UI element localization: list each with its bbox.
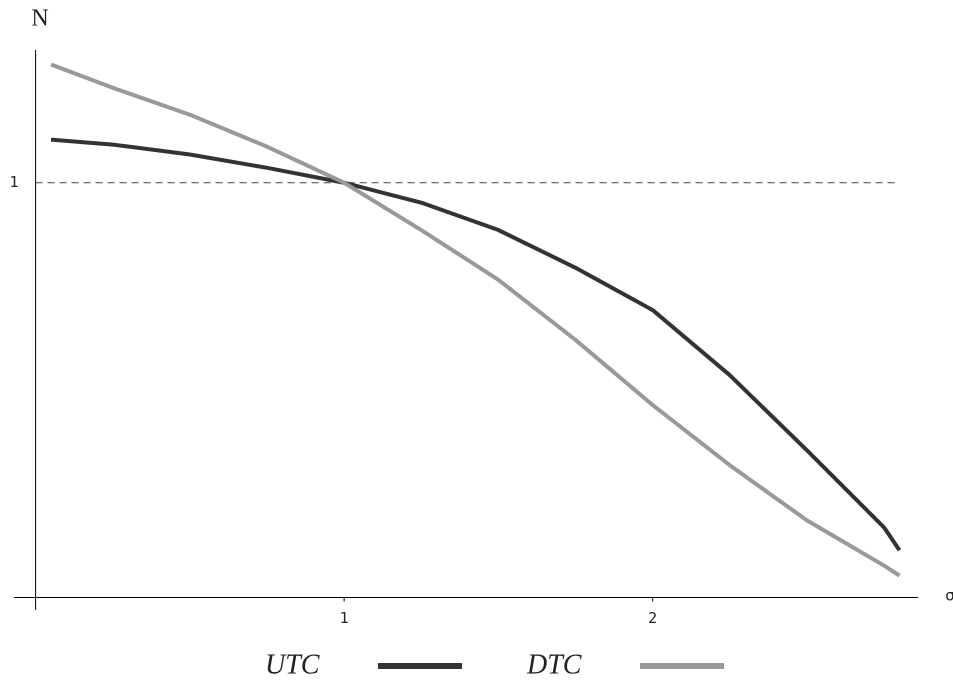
x-axis-label: σ (945, 587, 953, 605)
legend-label: DTC (526, 649, 582, 680)
data-line (50, 137, 902, 552)
y-axis-label: N (31, 6, 48, 32)
legend-label: UTC (265, 649, 320, 680)
data-line (50, 62, 901, 578)
y-tick-label: 1 (9, 173, 18, 191)
x-tick-label: 2 (648, 609, 657, 627)
x-tick-label: 1 (340, 609, 349, 627)
